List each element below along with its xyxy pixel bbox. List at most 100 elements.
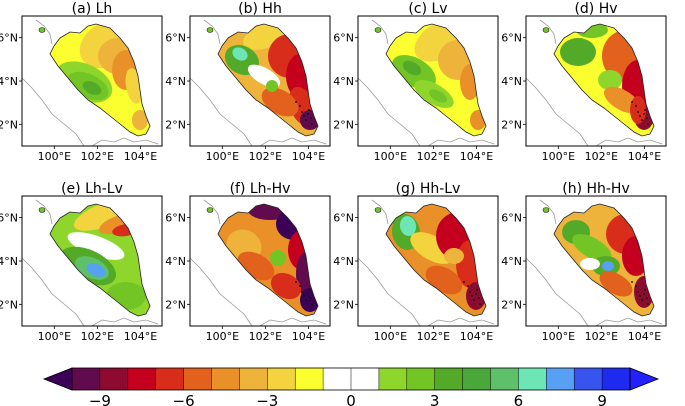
contour-region [402,60,422,76]
contour-region [444,248,464,264]
colorbar-swatch [99,368,129,390]
island-coastline [259,137,327,147]
significance-dot [475,293,477,295]
colorbar-swatch [546,368,575,390]
island-coastline [427,137,495,147]
colorbar-swatch [323,368,352,390]
contour-region [86,263,106,277]
significance-dot [310,297,312,299]
sumatra-coastline [357,77,421,147]
significance-dot [644,289,646,291]
significance-dot [635,105,637,107]
colorbar-swatch [434,368,463,390]
significance-dot [311,303,313,305]
significance-dot [641,119,643,121]
lon-tick-label: 100°E [542,150,575,163]
significance-dot [473,299,475,301]
colorbar-tick-label: 3 [430,392,440,406]
thai-coastline [35,199,53,225]
map-panel-g: (g) Hh-Lv 6°N 4°N 2°N 100°E 102°E 104°E [333,181,499,343]
map-panel-d: (d) Hv 6°N 4°N 2°N 100°E 102°E 104°E [501,1,667,163]
map-panel-b: (b) Hh 6°N 4°N 2°N 100°E 102°E 104°E [165,1,331,163]
significance-dot [631,281,633,283]
lon-tick-label: 102°E [81,330,114,343]
significance-dot [299,285,301,287]
lat-tick-label: 4°N [501,255,522,268]
significance-dot [647,303,649,305]
island-patch [374,27,382,33]
lat-tick-label: 2°N [501,118,522,131]
significance-dot [310,117,312,119]
colorbar-tick-label: −3 [256,392,278,406]
lon-tick-label: 102°E [81,150,114,163]
map-panel-f: (f) Lh-Hv 6°N 4°N 2°N 100°E 102°E 104°E [165,181,331,343]
colorbar-swatch [406,368,436,390]
panel-title: (c) Lv [408,1,447,17]
lat-tick-label: 6°N [333,32,354,45]
lat-tick-label: 4°N [333,255,354,268]
lat-tick-label: 2°N [333,118,354,131]
contour-region [599,271,633,297]
lat-tick-label: 6°N [501,32,522,45]
contour-region [261,87,299,117]
island-coastline [259,317,327,327]
island-patch [206,207,214,213]
lon-tick-label: 104°E [460,150,493,163]
significance-dot [639,115,641,117]
lon-tick-label: 100°E [38,150,71,163]
lat-tick-label: 2°N [0,298,18,311]
thai-coastline [371,19,389,45]
lat-tick-label: 6°N [165,212,186,225]
significance-dot [463,281,465,283]
island-patch [38,207,46,213]
significance-dot [637,291,639,293]
sumatra-coastline [357,257,421,327]
lat-tick-label: 2°N [333,298,354,311]
contour-region [270,272,302,300]
lon-tick-label: 104°E [628,150,661,163]
colorbar-right-arrow [629,367,660,391]
lat-tick-label: 2°N [165,298,186,311]
lon-tick-label: 104°E [460,330,493,343]
lat-tick-label: 6°N [501,212,522,225]
colorbar-swatch [295,368,324,390]
colorbar-tick-label: −6 [173,392,195,406]
sumatra-coastline [189,77,253,147]
lat-tick-label: 4°N [501,75,522,88]
peninsula-coastline [217,23,319,137]
significance-dot [295,101,297,103]
map-panel-a: (a) Lh 6°N 4°N 2°N 100°E 102°E 104°E [0,1,163,163]
lon-tick-label: 104°E [292,150,325,163]
contour-region [232,47,248,61]
significance-dot [646,117,648,119]
lon-tick-label: 102°E [249,150,282,163]
significance-dot [467,285,469,287]
significance-dot [637,111,639,113]
colorbar-tick-label: 0 [346,392,356,406]
contour-region [428,89,448,103]
lon-tick-label: 104°E [124,330,157,343]
contour-region [410,232,454,264]
lon-tick-label: 104°E [292,330,325,343]
significance-dot [643,113,645,115]
thai-coastline [371,199,389,225]
lat-tick-label: 2°N [501,298,522,311]
island-patch [542,27,550,33]
significance-dot [295,281,297,283]
colorbar-swatch [574,368,603,390]
contour-region [270,250,286,266]
lat-tick-label: 4°N [333,75,354,88]
lon-tick-label: 100°E [38,330,71,343]
colorbar-swatch [267,368,296,390]
lat-tick-label: 2°N [165,118,186,131]
significance-dot [305,119,307,121]
lon-tick-label: 100°E [206,330,239,343]
lon-tick-label: 104°E [628,330,661,343]
map-panel-e: (e) Lh-Lv 6°N 4°N 2°N 100°E 102°E 104°E [0,181,163,343]
significance-dot [639,295,641,297]
lat-tick-label: 6°N [333,212,354,225]
sumatra-coastline [525,257,589,327]
island-patch [38,27,46,33]
island-coastline [91,317,159,327]
colorbar-tick-label: 6 [514,392,524,406]
